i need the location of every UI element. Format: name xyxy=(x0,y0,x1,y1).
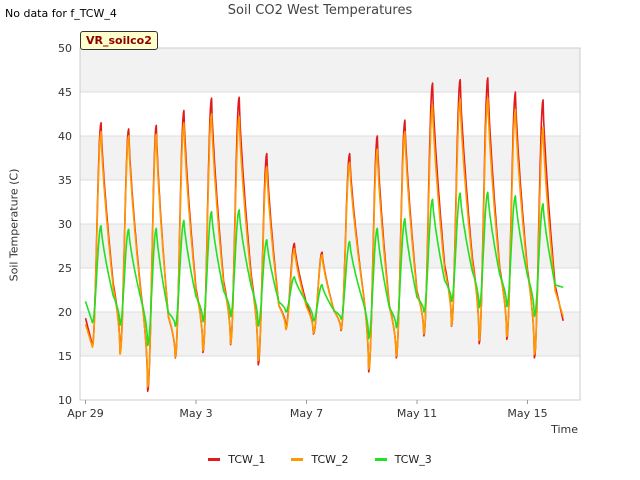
series-line-tcw_3 xyxy=(84,191,564,347)
site-badge[interactable]: VR_soilco2 xyxy=(80,31,158,50)
y-tick-label: 30 xyxy=(58,218,72,231)
y-tick-label: 10 xyxy=(58,394,72,407)
legend-label-tcw1: TCW_1 xyxy=(228,453,266,466)
y-tick-label: 45 xyxy=(58,86,72,99)
plot-band xyxy=(80,312,580,356)
legend-label-tcw3: TCW_3 xyxy=(394,453,432,466)
chart-title: Soil CO2 West Temperatures xyxy=(227,3,413,18)
series-line-tcw_2 xyxy=(84,97,564,388)
x-tick-label: May 11 xyxy=(397,407,437,420)
y-axis-label: Soil Temperature (C) xyxy=(7,168,21,282)
y-tick-label: 15 xyxy=(58,350,72,363)
y-tick-label: 40 xyxy=(58,130,72,143)
legend-label-tcw2: TCW_2 xyxy=(311,453,349,466)
x-tick-label: Apr 29 xyxy=(67,407,104,420)
y-tick-label: 35 xyxy=(58,174,72,187)
legend-swatch-tcw2 xyxy=(291,458,304,461)
plot-band xyxy=(80,136,580,180)
legend-item-tcw1[interactable]: TCW_1 xyxy=(208,453,265,466)
legend-swatch-tcw3 xyxy=(374,458,387,461)
x-tick-label: May 3 xyxy=(179,407,212,420)
plot-band xyxy=(80,48,580,92)
legend: TCW_1 TCW_2 TCW_3 xyxy=(0,453,640,466)
legend-item-tcw2[interactable]: TCW_2 xyxy=(291,453,349,466)
x-axis-label: Time xyxy=(551,423,578,436)
x-tick-label: May 15 xyxy=(507,407,547,420)
legend-swatch-tcw1 xyxy=(208,458,221,461)
x-tick-label: May 7 xyxy=(290,407,323,420)
y-tick-label: 50 xyxy=(58,42,72,55)
plot-border xyxy=(79,47,581,401)
legend-item-tcw3[interactable]: TCW_3 xyxy=(374,453,432,466)
y-tick-label: 20 xyxy=(58,306,72,319)
no-data-notice: No data for f_TCW_4 xyxy=(5,7,117,20)
y-tick-label: 25 xyxy=(58,262,72,275)
